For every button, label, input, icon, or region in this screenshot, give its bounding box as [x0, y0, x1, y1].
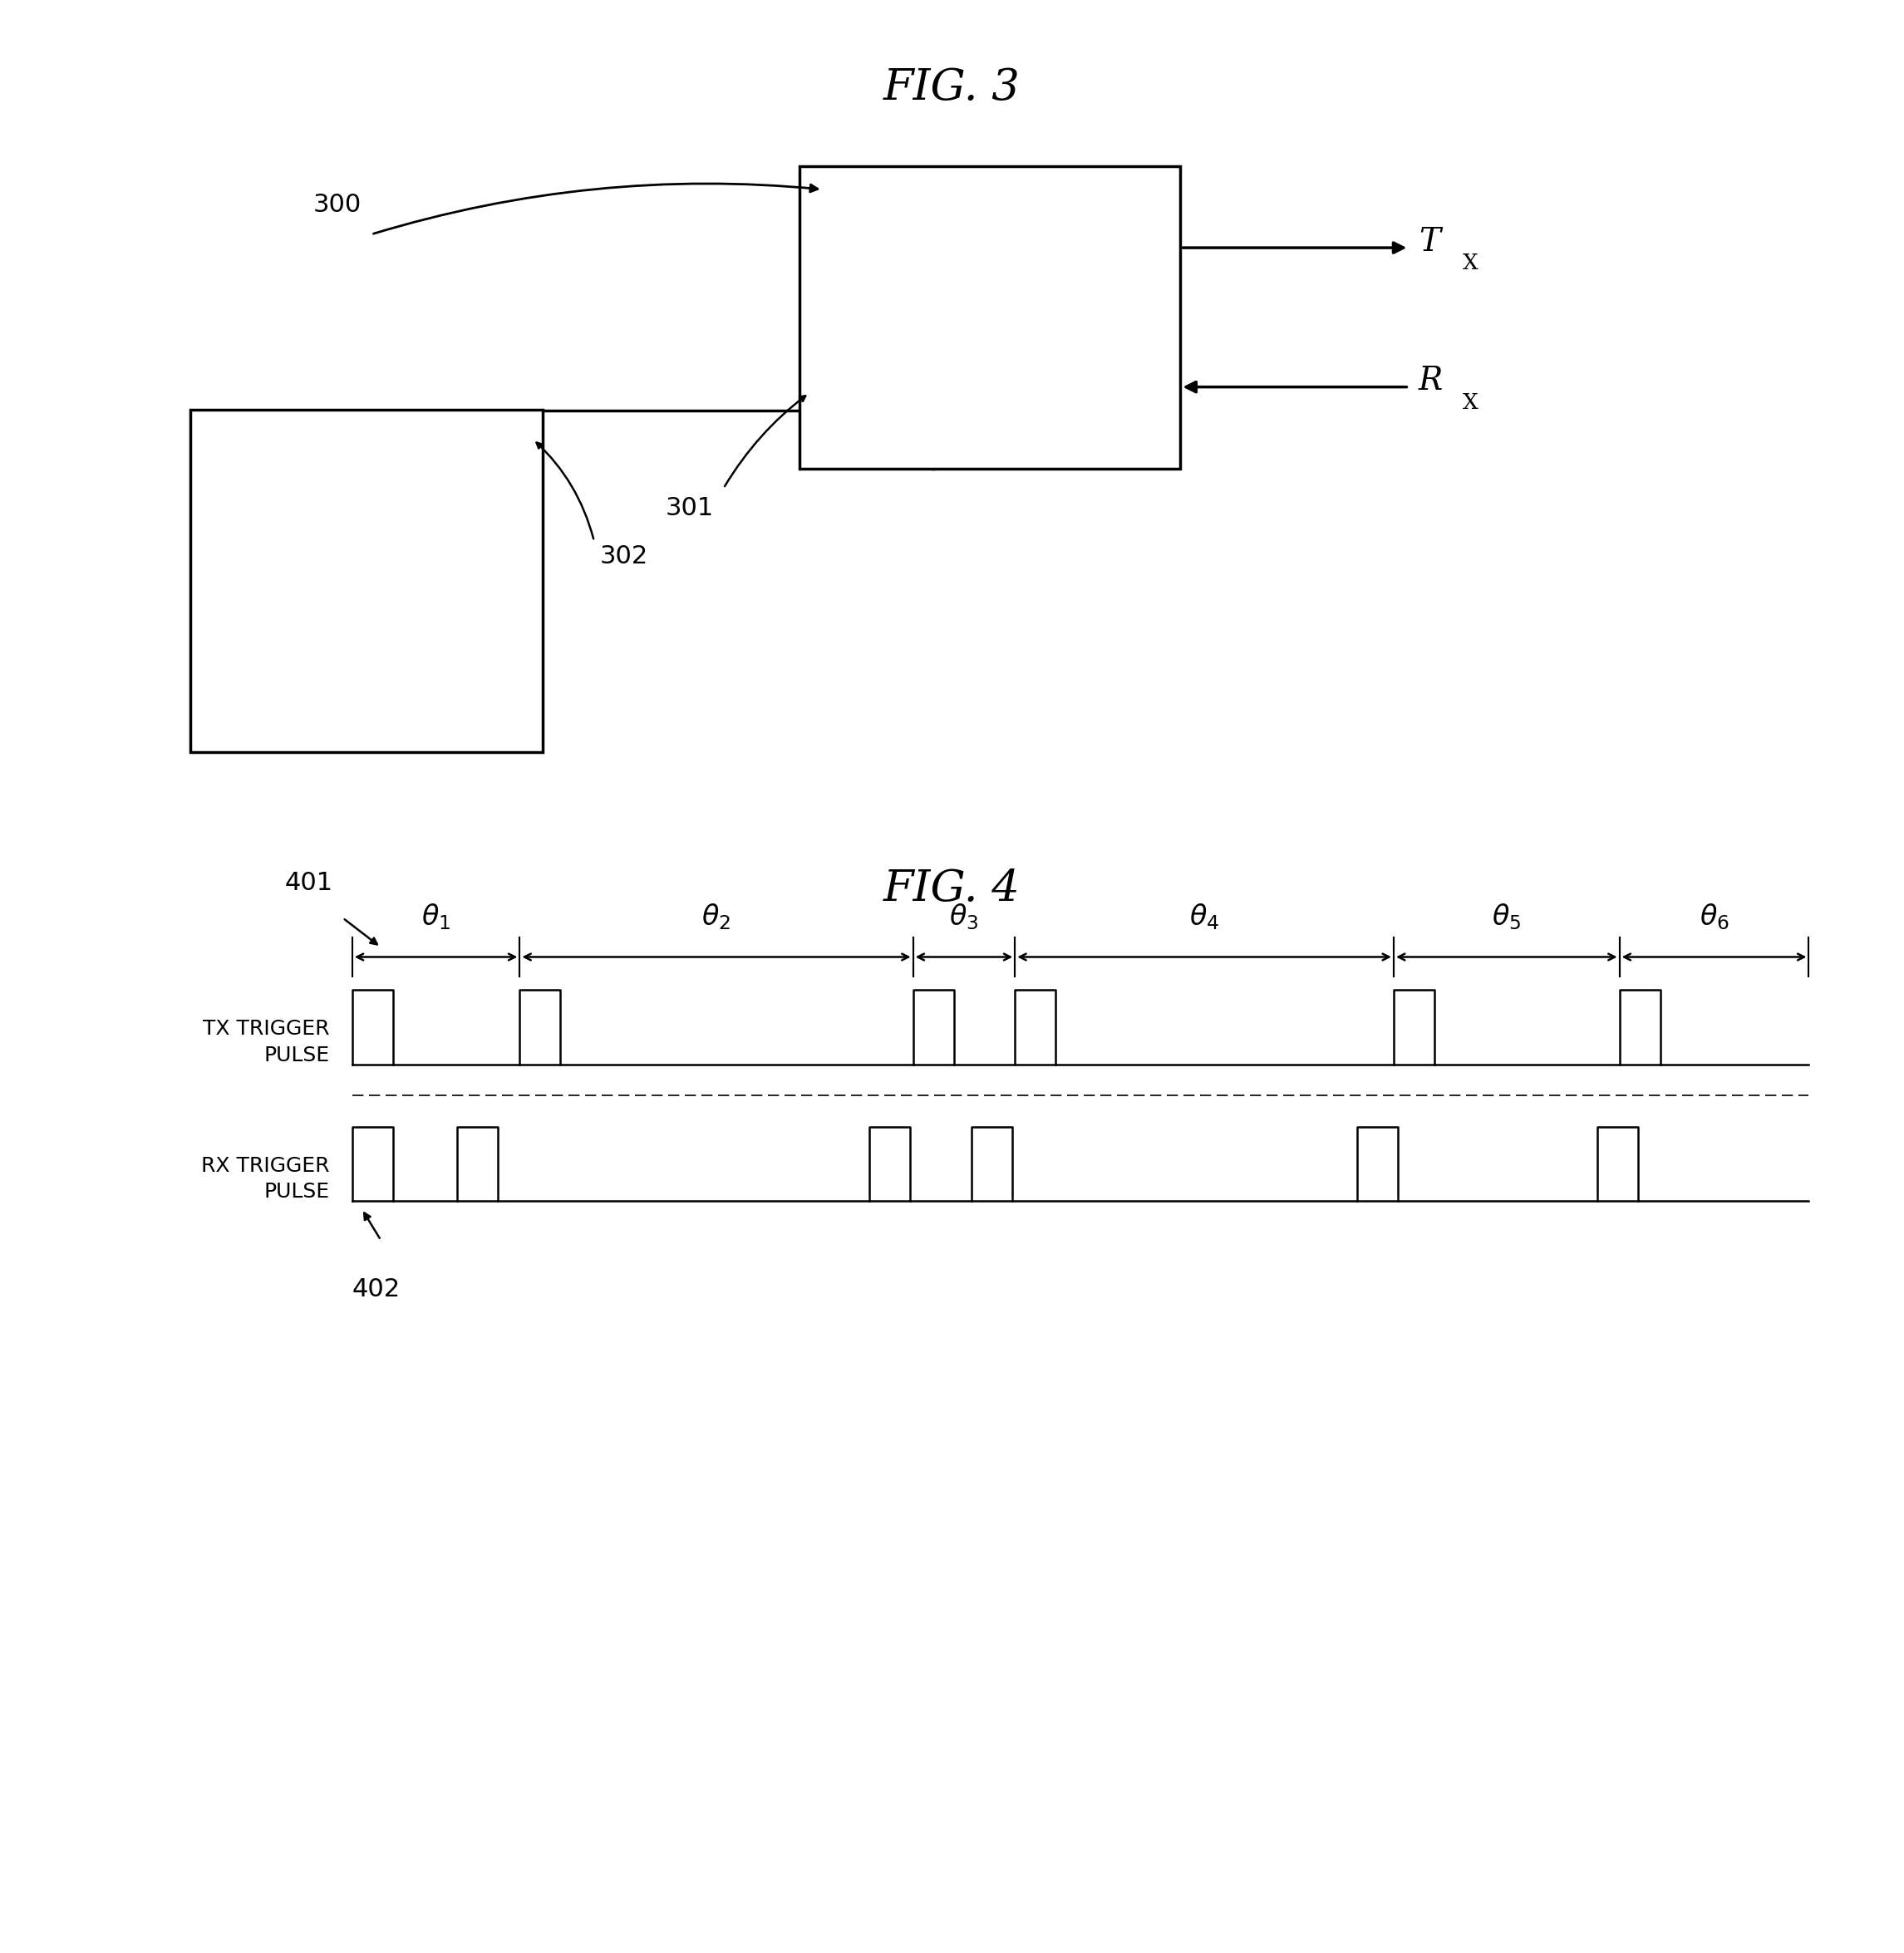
Text: X: X [1462, 254, 1478, 273]
Text: 401: 401 [286, 871, 333, 894]
Bar [800, 166, 1180, 469]
Text: RX TRIGGER
PULSE: RX TRIGGER PULSE [202, 1156, 329, 1201]
Text: 301: 301 [666, 496, 714, 519]
Text: 402: 402 [352, 1277, 400, 1301]
Text: TX TRIGGER
PULSE: TX TRIGGER PULSE [202, 1019, 329, 1064]
Text: $\theta_1$: $\theta_1$ [421, 902, 451, 932]
Text: 302: 302 [600, 545, 647, 568]
Text: $\theta_3$: $\theta_3$ [950, 902, 979, 932]
Text: $\theta_6$: $\theta_6$ [1698, 902, 1729, 932]
Text: $\theta_4$: $\theta_4$ [1190, 902, 1219, 932]
Text: T: T [1418, 227, 1439, 258]
Text: $\theta_2$: $\theta_2$ [703, 902, 731, 932]
Text: FIG. 3: FIG. 3 [883, 66, 1021, 109]
Bar [190, 410, 543, 752]
Text: 300: 300 [314, 193, 362, 217]
Text: R: R [1418, 365, 1443, 396]
Text: $\theta_5$: $\theta_5$ [1493, 902, 1521, 932]
Text: FIG. 4: FIG. 4 [883, 867, 1021, 910]
Text: X: X [1462, 393, 1478, 412]
